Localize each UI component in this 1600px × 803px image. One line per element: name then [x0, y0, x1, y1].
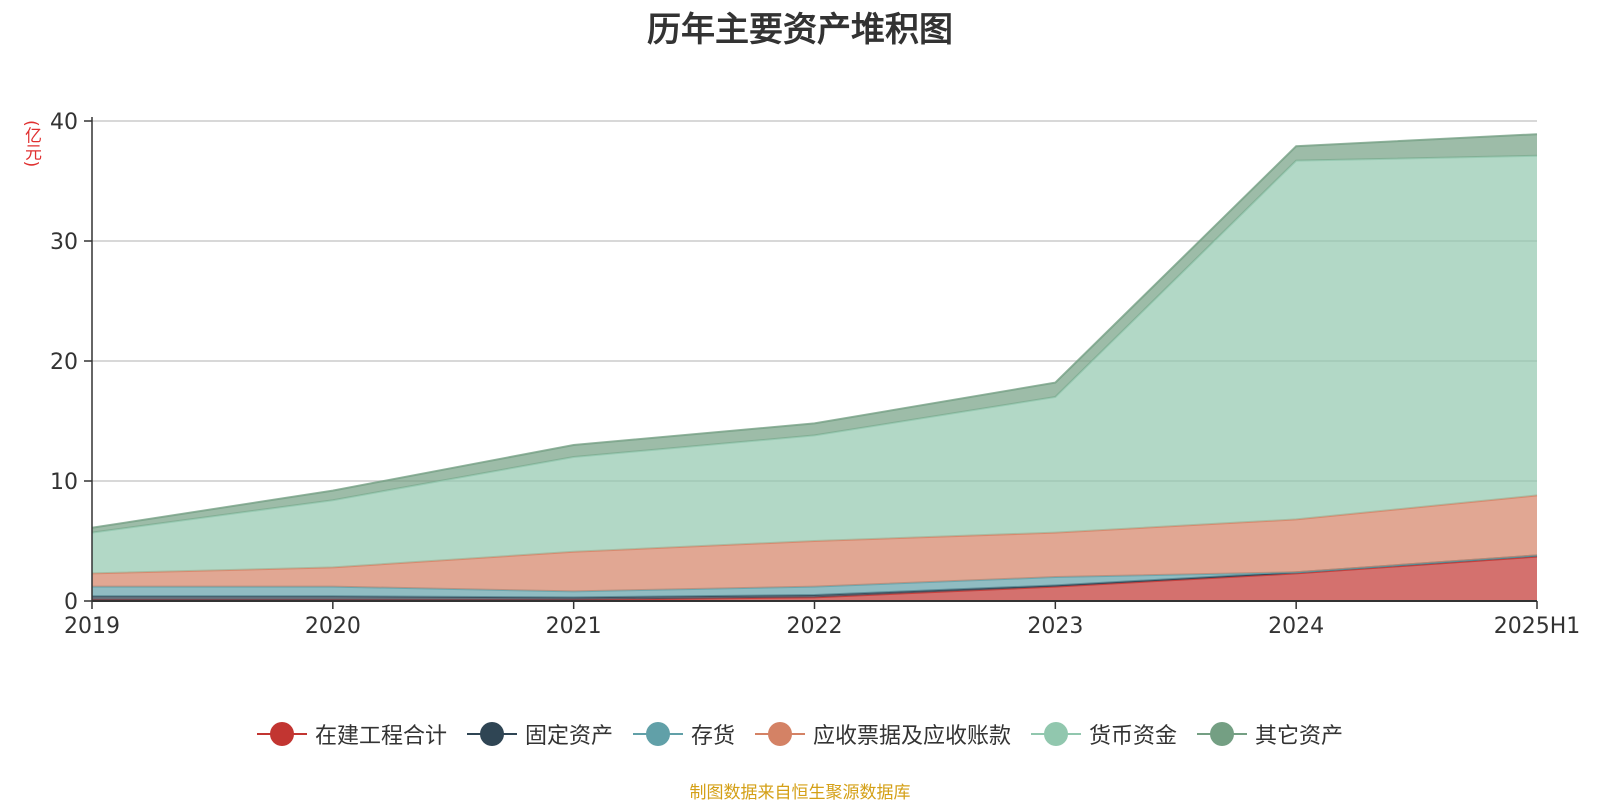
legend-dot [645, 722, 670, 746]
legend-dot [768, 722, 792, 746]
x-tick-label: 2021 [546, 614, 602, 639]
legend-item[interactable]: 固定资产 [466, 718, 613, 750]
series-line-其它资产 [91, 133, 1538, 529]
legend-dot [1210, 722, 1235, 746]
legend-dot [479, 722, 504, 746]
y-tick-label: 10 [50, 470, 78, 495]
legend-dot [1044, 722, 1069, 746]
x-tick-label: 2022 [787, 614, 843, 639]
axis-layer [84, 117, 1538, 609]
legend-marker-icon [256, 721, 307, 747]
chart-title: 历年主要资产堆积图 [647, 10, 953, 50]
x-tick-label: 2025H1 [1494, 614, 1581, 639]
legend-marker-icon [1197, 721, 1248, 747]
y-tick-label: 30 [50, 230, 78, 255]
legend-item[interactable]: 存货 [632, 718, 735, 750]
y-tick-label: 20 [50, 350, 78, 375]
area-在建工程合计 [92, 556, 1537, 601]
legend-marker-icon [755, 721, 805, 747]
legend-label: 固定资产 [524, 724, 613, 749]
y-tick-label: 40 [50, 110, 78, 135]
x-tick-label: 2024 [1268, 614, 1324, 639]
legend-item[interactable]: 其它资产 [1197, 718, 1343, 750]
legend-item[interactable]: 货币资金 [1031, 718, 1177, 750]
x-tick-label: 2020 [305, 614, 361, 639]
legend-marker-icon [466, 721, 517, 747]
legend-label: 在建工程合计 [314, 724, 447, 749]
legend-label: 存货 [690, 724, 735, 749]
area-layer [91, 133, 1538, 601]
legend-marker-icon [632, 721, 683, 747]
legend: 在建工程合计 固定资产 存货 应收票据及应收账款 货币资金 其它资产 [0, 718, 1600, 750]
x-tick-label: 2023 [1027, 614, 1083, 639]
area-货币资金 [92, 155, 1537, 574]
legend-item[interactable]: 应收票据及应收账款 [755, 718, 1011, 750]
legend-item[interactable]: 在建工程合计 [256, 718, 447, 750]
legend-label: 应收票据及应收账款 [813, 724, 1012, 749]
x-tick-label: 2019 [64, 614, 120, 639]
legend-label: 货币资金 [1089, 724, 1178, 749]
y-tick-label: 0 [64, 590, 78, 615]
y-axis-unit-label: (亿元) [21, 120, 41, 168]
legend-label: 其它资产 [1255, 724, 1344, 749]
area-存货 [92, 555, 1537, 598]
tick-label-layer: 0 10 20 30 40 2019 2020 2021 2022 2023 2024 2025H1 [50, 110, 1580, 639]
area-应收票据及应收账款 [92, 495, 1537, 592]
source-note: 制图数据来自恒生聚源数据库 [689, 783, 911, 803]
legend-marker-icon [1031, 721, 1082, 747]
legend-dot [269, 722, 294, 746]
